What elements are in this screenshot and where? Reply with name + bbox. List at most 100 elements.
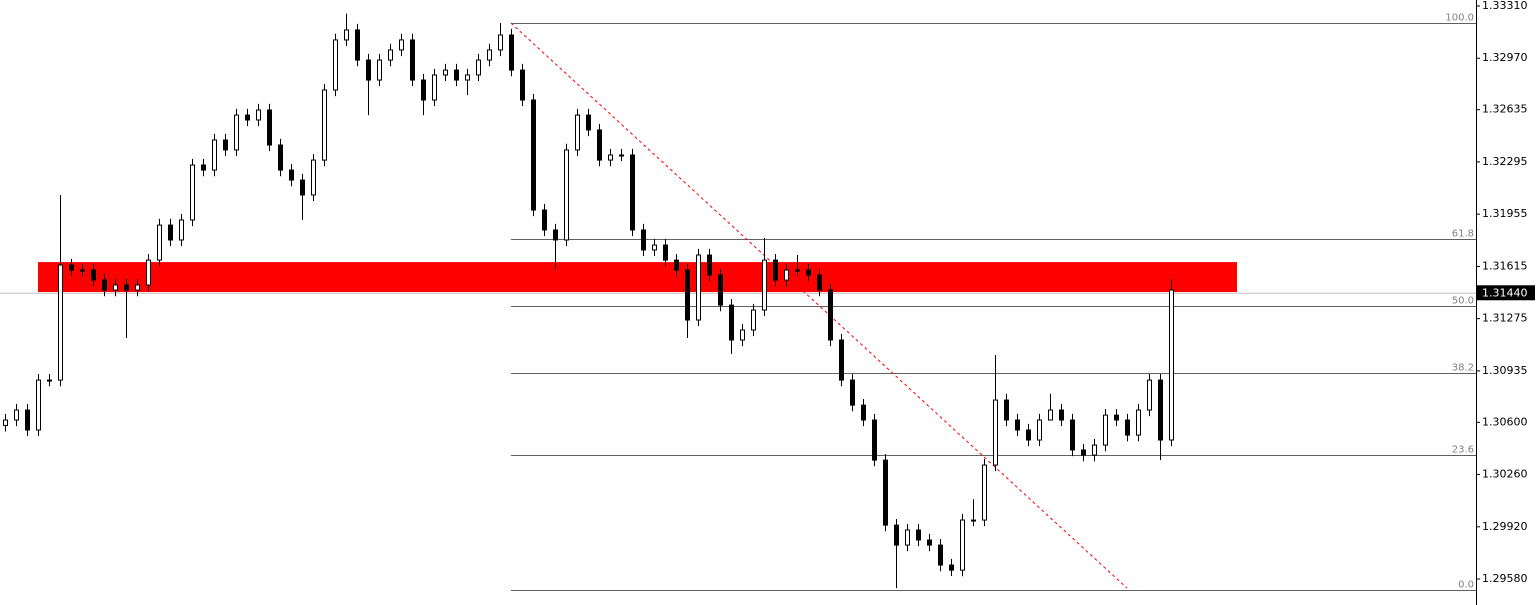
candle-body xyxy=(333,39,338,91)
candle-body xyxy=(190,164,195,221)
candle-body xyxy=(1125,419,1130,436)
current-price-box xyxy=(1477,285,1535,301)
candle-body xyxy=(971,519,976,522)
candle-body xyxy=(883,459,888,526)
candle-body xyxy=(586,114,591,131)
candle-body xyxy=(267,109,272,146)
candle-body xyxy=(993,399,998,466)
candle-body xyxy=(619,154,624,157)
candle-body xyxy=(520,69,525,101)
candle-body xyxy=(157,224,162,261)
candle-body xyxy=(751,309,756,331)
y-tick-label: 1.33310 xyxy=(1482,0,1528,12)
candle-body xyxy=(234,114,239,151)
candle-body xyxy=(982,464,987,521)
candle-body xyxy=(608,154,613,161)
candle-body xyxy=(817,274,822,291)
current-price-label: 1.31440 xyxy=(1482,286,1528,299)
candle-body xyxy=(1026,429,1031,441)
candle-body xyxy=(795,269,800,272)
candle-body xyxy=(25,409,30,431)
fib-label: 50.0 xyxy=(1452,296,1474,307)
candle-body xyxy=(652,244,657,251)
candle-body xyxy=(564,149,569,241)
candle-body xyxy=(509,34,514,71)
candle-body xyxy=(3,419,8,426)
candle-body xyxy=(36,379,41,431)
fib-label: 0.0 xyxy=(1458,580,1474,591)
candle-body xyxy=(311,159,316,196)
candle-body xyxy=(740,329,745,341)
candle-body xyxy=(366,59,371,81)
candle-body xyxy=(135,284,140,291)
candle-body xyxy=(641,229,646,251)
candle-body xyxy=(487,49,492,61)
candle-body xyxy=(47,379,52,382)
candle-body xyxy=(949,564,954,571)
candle-body xyxy=(1070,419,1075,451)
candle-body xyxy=(784,269,789,281)
candle-body xyxy=(1092,444,1097,456)
y-tick-label: 1.29920 xyxy=(1482,520,1528,533)
candle-body xyxy=(91,269,96,281)
y-tick-label: 1.32635 xyxy=(1482,103,1528,116)
candle-body xyxy=(410,39,415,81)
candle-body xyxy=(388,49,393,61)
candle-body xyxy=(355,29,360,61)
candle-body xyxy=(223,139,228,151)
fib-label: 100.0 xyxy=(1445,13,1474,24)
candle-body xyxy=(729,304,734,341)
candle-body xyxy=(168,224,173,241)
candle-body xyxy=(1037,419,1042,441)
candle-body xyxy=(102,279,107,291)
candle-body xyxy=(443,69,448,76)
candle-body xyxy=(124,284,129,291)
candle-body xyxy=(1015,419,1020,431)
candle-body xyxy=(1114,414,1119,421)
candle-body xyxy=(1048,409,1053,421)
candle-body xyxy=(289,169,294,181)
candle-body xyxy=(322,89,327,161)
candle-body xyxy=(938,544,943,566)
candle-body xyxy=(212,139,217,171)
candle-body xyxy=(674,259,679,271)
y-tick-label: 1.30260 xyxy=(1482,468,1528,481)
candle-body xyxy=(201,164,206,171)
y-tick-label: 1.29580 xyxy=(1482,572,1528,585)
y-tick-label: 1.32295 xyxy=(1482,155,1528,168)
candle-body xyxy=(905,529,910,546)
candle-body xyxy=(377,59,382,81)
candle-body xyxy=(432,74,437,101)
candle-body xyxy=(399,39,404,51)
candle-body xyxy=(454,69,459,81)
candle-body xyxy=(773,259,778,281)
candle-body xyxy=(696,254,701,321)
fib-label: 61.8 xyxy=(1452,229,1474,240)
y-tick-label: 1.31615 xyxy=(1482,259,1528,272)
candle-body xyxy=(498,34,503,51)
candle-body xyxy=(146,259,151,286)
candle-body xyxy=(828,289,833,341)
candle-body xyxy=(278,144,283,171)
candle-body xyxy=(850,379,855,406)
candle-body xyxy=(245,114,250,121)
candle-body xyxy=(718,274,723,306)
fib-label: 38.2 xyxy=(1452,363,1474,374)
candle-body xyxy=(1158,379,1163,441)
candle-body xyxy=(1081,449,1086,456)
candle-body xyxy=(597,129,602,161)
candle-body xyxy=(630,154,635,231)
candle-body xyxy=(872,419,877,461)
fib-label: 23.6 xyxy=(1452,445,1474,456)
candle-body xyxy=(1136,409,1141,436)
candle-body xyxy=(806,269,811,276)
y-tick-label: 1.30600 xyxy=(1482,415,1528,428)
candle-body xyxy=(839,339,844,381)
y-tick-label: 1.31275 xyxy=(1482,312,1528,325)
candle-body xyxy=(344,29,349,41)
candle-body xyxy=(542,209,547,231)
candle-body xyxy=(575,114,580,151)
resistance-zone xyxy=(38,262,1237,293)
candle-body xyxy=(762,259,767,311)
